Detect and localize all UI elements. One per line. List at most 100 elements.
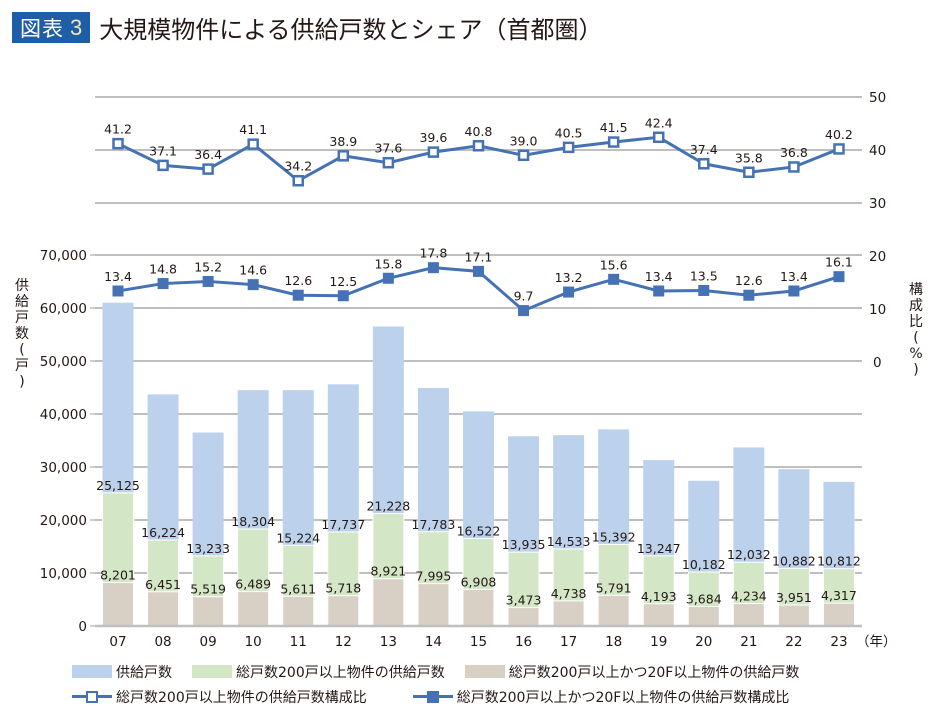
ratio-over200-marker xyxy=(247,138,259,150)
data-label-over200: 16,224 xyxy=(141,525,185,540)
ratio-over200-20f-marker xyxy=(698,284,710,296)
ratio-over200-20f-data-label: 9.7 xyxy=(514,289,534,304)
ratio-over200-20f-marker xyxy=(788,285,800,297)
x-tick-label: 17 xyxy=(560,634,577,650)
ratio-over200-20f-marker xyxy=(608,273,620,285)
data-label-over200-20f: 6,908 xyxy=(461,574,497,589)
x-axis-unit-label: （年） xyxy=(856,634,897,650)
axis-title-char: % xyxy=(909,346,922,362)
ratio-over200-marker xyxy=(517,149,530,162)
legend-label: 総戸数200戸以上かつ20F以上物件の供給戸数構成比 xyxy=(456,689,790,706)
y-tick-label-right-upper: 40 xyxy=(869,143,886,159)
data-labels: 25,125 16,22413,23318,30415,22417,73721,2… xyxy=(96,115,861,607)
legend: 供給戸数 総戸数200戸以上物件の供給戸数 総戸数200戸以上かつ20F以上物件… xyxy=(72,659,819,709)
ratio-over200-data-label: 40.8 xyxy=(465,124,493,139)
x-tick-label: 11 xyxy=(290,634,307,650)
x-tick-label: 07 xyxy=(109,634,126,650)
bar-over200-20f xyxy=(552,600,585,627)
data-label-over200: 14,533 xyxy=(547,534,591,549)
ratio-over200-20f-data-label: 13.4 xyxy=(104,269,132,284)
data-label-over200: 15,392 xyxy=(592,529,636,544)
y-axis-title-right: 構成比(%) xyxy=(909,282,923,378)
data-label-over200-20f: 3,473 xyxy=(506,593,542,608)
data-label-over200-20f: 5,519 xyxy=(190,582,226,597)
ratio-over200-marker xyxy=(382,156,395,169)
x-tick-label: 19 xyxy=(650,634,667,650)
data-label-over200-20f: 3,951 xyxy=(776,590,812,605)
x-tick-label: 21 xyxy=(740,634,757,650)
ratio-over200-20f-marker xyxy=(157,278,169,290)
data-label-over200: 10,812 xyxy=(817,554,861,569)
data-label-over200: 12,032 xyxy=(727,547,771,562)
ratio-over200-data-label: 37.6 xyxy=(374,141,402,156)
bar-over200-20f xyxy=(687,605,720,627)
legend-item-supply: 供給戸数 xyxy=(72,662,172,682)
ratio-over200-20f-marker xyxy=(247,279,259,291)
ratio-over200-20f-marker xyxy=(563,286,575,298)
ratio-over200-20f-marker xyxy=(112,285,124,297)
ratio-over200-20f-marker xyxy=(292,289,304,301)
ratio-over200-20f-data-label: 15.2 xyxy=(194,259,222,274)
legend-swatch-over200 xyxy=(192,665,232,678)
ratio-over200-marker xyxy=(337,150,350,162)
figure-badge: 図表 3 xyxy=(12,12,91,43)
data-label-over200: 17,737 xyxy=(321,517,365,532)
data-label-over200: 21,228 xyxy=(366,498,410,513)
ratio-over200-data-label: 41.1 xyxy=(239,122,267,137)
ratio-over200-20f-data-label: 14.6 xyxy=(239,263,267,278)
axis-title-char: 比 xyxy=(909,314,923,330)
figure-badge-number: 3 xyxy=(70,14,84,40)
ratio-over200-20f-data-label: 12.6 xyxy=(284,273,312,288)
x-tick-label: 18 xyxy=(605,634,622,650)
lines xyxy=(112,131,845,317)
data-label-over200: 10,182 xyxy=(682,557,726,572)
ratio-over200-20f-data-label: 16.1 xyxy=(825,255,853,270)
ratio-over200-data-label: 42.4 xyxy=(645,115,673,130)
data-label-over200-20f: 4,193 xyxy=(641,589,677,604)
legend-item-over200-ratio: 総戸数200戸以上物件の供給戸数構成比 xyxy=(72,687,367,707)
data-label-over200-20f: 4,738 xyxy=(551,586,587,601)
x-tick-label: 14 xyxy=(425,634,442,650)
y-tick-label-right-lower: 0 xyxy=(873,355,882,371)
bar-over200-20f xyxy=(597,594,630,627)
ratio-over200-20f-data-label: 15.8 xyxy=(374,256,402,271)
data-label-over200: 18,304 xyxy=(231,514,275,529)
x-tick-label: 23 xyxy=(830,634,847,650)
x-tick-label: 10 xyxy=(245,634,262,650)
ratio-over200-marker xyxy=(698,158,710,170)
bar-over200-20f xyxy=(372,578,405,627)
y-tick-label-left: 40,000 xyxy=(40,407,87,423)
data-label-over200: 13,935 xyxy=(502,537,546,552)
ratio-over200-marker xyxy=(833,143,845,155)
axis-title-char: 数 xyxy=(15,326,29,342)
x-tick-label: 16 xyxy=(515,634,532,650)
y-tick-label-left: 20,000 xyxy=(40,513,87,529)
y-tick-label-left: 50,000 xyxy=(40,354,87,370)
data-label-over200-20f: 5,611 xyxy=(280,581,316,596)
ratio-over200-data-label: 37.1 xyxy=(149,143,177,158)
ratio-over200-20f-data-label: 17.1 xyxy=(465,249,493,264)
legend-item-over200: 総戸数200戸以上物件の供給戸数 xyxy=(192,662,445,682)
data-label-over200: 13,247 xyxy=(637,541,681,556)
ratio-over200-20f-marker xyxy=(382,272,394,284)
data-label-over200: 10,882 xyxy=(772,553,816,568)
data-label-over200-20f: 6,489 xyxy=(235,577,271,592)
ratio-over200-marker xyxy=(112,137,124,150)
ratio-over200-marker xyxy=(157,159,169,172)
data-label-over200: 16,522 xyxy=(457,523,501,538)
ratio-over200-marker xyxy=(607,136,620,148)
bar-over200-20f xyxy=(462,588,495,627)
bar-over200-20f xyxy=(777,604,810,627)
data-label-over200-20f: 4,317 xyxy=(821,588,857,603)
ratio-over200-20f-data-label: 12.6 xyxy=(735,273,763,288)
ratio-over200-data-label: 40.2 xyxy=(825,127,853,142)
legend-swatch-supply xyxy=(72,665,112,678)
ratio-over200-20f-data-label: 15.6 xyxy=(600,257,628,272)
ratio-over200-marker xyxy=(292,174,304,187)
data-label-over200-20f: 7,995 xyxy=(416,569,452,584)
ratio-over200-marker xyxy=(652,131,665,144)
axes: 0 10,000 20,000 30,000 40,000 50,000 60,000 70,… xyxy=(40,90,897,650)
ratio-over200-20f-data-label: 14.8 xyxy=(149,262,177,277)
x-tick-label: 20 xyxy=(695,634,712,650)
